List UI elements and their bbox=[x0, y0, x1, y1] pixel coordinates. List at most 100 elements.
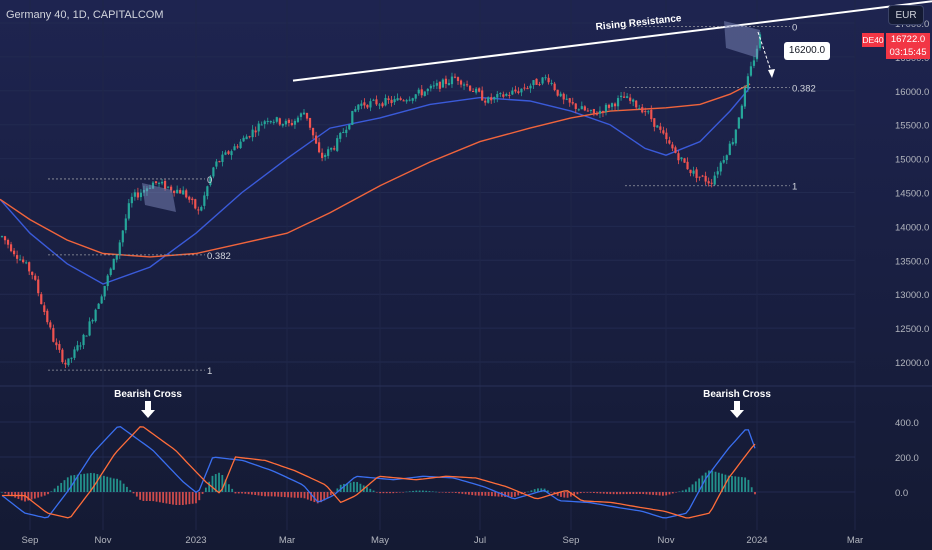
macd-histogram-bar bbox=[83, 473, 86, 492]
candle-body bbox=[25, 262, 28, 264]
macd-histogram-bar bbox=[168, 492, 171, 505]
macd-histogram-bar bbox=[428, 491, 431, 492]
candle-body bbox=[227, 151, 230, 154]
candle-body bbox=[758, 34, 762, 49]
candle-body bbox=[731, 142, 734, 145]
candle-body bbox=[260, 124, 263, 126]
flag-pattern-box bbox=[142, 183, 176, 212]
candle-body bbox=[535, 78, 538, 85]
candle-body bbox=[523, 87, 526, 89]
candle-body bbox=[384, 97, 387, 106]
rising-resistance-line bbox=[292, 0, 932, 82]
macd-histogram-bar bbox=[471, 492, 474, 496]
candle-body bbox=[562, 93, 565, 100]
candle-body bbox=[321, 152, 324, 158]
candle-body bbox=[707, 181, 710, 184]
time-tick-label: Mar bbox=[847, 535, 863, 546]
macd-histogram-bar bbox=[70, 475, 72, 492]
bearish-cross-label: Bearish Cross bbox=[703, 389, 771, 400]
candle-body bbox=[115, 254, 118, 260]
macd-histogram-bar bbox=[93, 473, 95, 492]
candle-body bbox=[387, 98, 390, 100]
candle-body bbox=[339, 132, 342, 139]
candle-body bbox=[218, 161, 221, 163]
candle-body bbox=[641, 107, 644, 113]
macd-histogram-bar bbox=[214, 474, 217, 492]
macd-histogram-bar bbox=[681, 490, 684, 492]
macd-histogram-bar bbox=[99, 474, 102, 492]
candles bbox=[0, 32, 762, 368]
macd-histogram-bar bbox=[658, 492, 661, 496]
macd-histogram-bar bbox=[155, 492, 158, 502]
time-tick-label: Jul bbox=[474, 535, 486, 546]
macd-histogram-bar bbox=[445, 492, 447, 493]
macd-histogram-bar bbox=[504, 492, 506, 497]
candle-body bbox=[462, 84, 466, 86]
macd-histogram-bar bbox=[274, 492, 276, 497]
candle-body bbox=[638, 108, 641, 110]
macd-histogram-bar bbox=[47, 492, 49, 495]
candle-body bbox=[680, 157, 683, 160]
macd-histogram-bar bbox=[481, 492, 483, 496]
macd-histogram-bar bbox=[224, 479, 227, 492]
candle-body bbox=[366, 104, 369, 108]
macd-histogram-bar bbox=[560, 492, 562, 497]
candle-body bbox=[0, 236, 4, 238]
candle-body bbox=[375, 99, 378, 105]
currency-button[interactable]: EUR bbox=[888, 5, 924, 25]
macd-histogram-bar bbox=[530, 490, 533, 492]
candle-body bbox=[701, 175, 704, 177]
candle-body bbox=[728, 143, 731, 155]
macd-histogram-bar bbox=[533, 489, 536, 492]
candle-body bbox=[417, 89, 420, 94]
candle-body bbox=[55, 342, 58, 346]
candle-body bbox=[127, 203, 130, 219]
candle-body bbox=[369, 101, 372, 108]
candle-body bbox=[311, 127, 315, 136]
macd-histogram-bar bbox=[635, 492, 638, 494]
macd-histogram-bar bbox=[448, 492, 451, 493]
macd-histogram-bar bbox=[421, 490, 424, 492]
macd-histogram-bar bbox=[198, 492, 201, 501]
macd-histogram-bar bbox=[359, 483, 362, 492]
candle-body bbox=[61, 349, 64, 363]
candle-body bbox=[236, 146, 239, 148]
ma-slow-line bbox=[0, 83, 751, 258]
candle-body bbox=[73, 349, 76, 358]
macd-histogram-bar bbox=[750, 487, 753, 492]
candle-body bbox=[357, 104, 360, 110]
candle-body bbox=[746, 76, 750, 89]
candle-body bbox=[674, 147, 677, 153]
macd-histogram-bar bbox=[178, 492, 181, 505]
candle-body bbox=[719, 162, 722, 172]
macd-histogram-bar bbox=[218, 472, 220, 492]
candle-body bbox=[88, 321, 91, 336]
candle-body bbox=[574, 103, 577, 109]
candle-body bbox=[553, 83, 556, 91]
macd-histogram-bar bbox=[714, 471, 717, 492]
macd-histogram-bar bbox=[73, 475, 76, 492]
candle-body bbox=[248, 136, 251, 138]
macd-histogram-bar bbox=[4, 492, 7, 494]
candle-body bbox=[520, 88, 523, 93]
candle-body bbox=[710, 182, 713, 184]
candle-body bbox=[487, 97, 490, 103]
macd-histogram-bar bbox=[514, 492, 516, 497]
candle-body bbox=[308, 117, 312, 128]
macd-histogram-bar bbox=[523, 492, 526, 493]
macd-histogram-bar bbox=[119, 480, 122, 492]
candle-body bbox=[263, 121, 266, 125]
candle-body bbox=[586, 110, 589, 112]
candle-body bbox=[299, 113, 303, 117]
candle-body bbox=[438, 81, 441, 89]
candle-body bbox=[209, 176, 212, 185]
signal-line bbox=[2, 426, 756, 519]
candle-body bbox=[668, 140, 671, 144]
candle-body bbox=[37, 279, 40, 294]
macd-histogram-bar bbox=[346, 483, 349, 492]
candle-body bbox=[502, 94, 505, 97]
candle-body bbox=[472, 90, 475, 92]
projection-arrow-head bbox=[768, 69, 775, 78]
candle-body bbox=[589, 109, 592, 111]
